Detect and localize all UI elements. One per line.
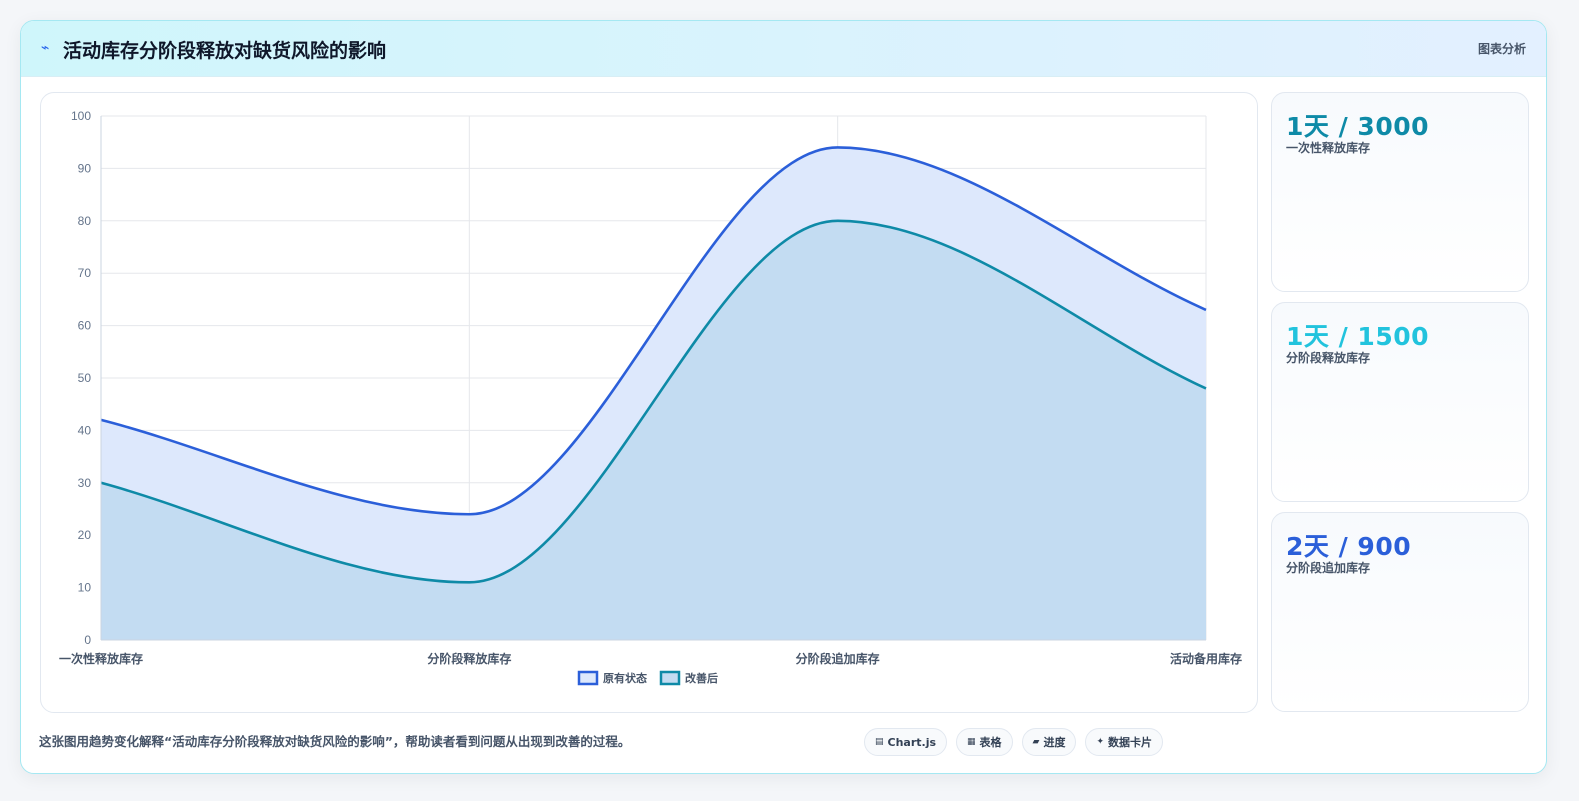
chart-card: ⌁ 活动库存分阶段释放对缺货风险的影响 图表分析 0 10 20 30 40 50 60 70… (20, 20, 1547, 774)
chip-label: 表格 (979, 736, 1002, 749)
chip-label: 进度 (1043, 736, 1066, 749)
card-header: ⌁ 活动库存分阶段释放对缺货风险的影响 图表分析 (21, 21, 1546, 77)
stat-card-1: 1天 / 3000 一次性释放库存 (1271, 92, 1529, 292)
chart-panel: 0 10 20 30 40 50 60 70 80 90 100 一次性释放库存 分阶段释放库存 分阶段追… (40, 92, 1258, 713)
y-tick-label: 40 (78, 423, 92, 437)
y-tick-label: 30 (78, 476, 92, 490)
progress-icon: ▰ (1032, 737, 1040, 747)
chart-caption: 这张图用趋势变化解释“活动库存分阶段释放对缺货风险的影响”，帮助读者看到问题从出… (39, 734, 631, 749)
legend-swatch (577, 670, 599, 686)
stat-label: 分阶段释放库存 (1286, 351, 1371, 365)
y-tick-label: 80 (78, 214, 92, 228)
chip-label: Chart.js (887, 735, 937, 749)
chart-icon: ▤ (875, 737, 884, 747)
y-tick-label: 10 (78, 581, 92, 595)
series-area-2 (101, 220, 1206, 641)
legend-swatch (659, 670, 681, 686)
stat-card-2: 1天 / 1500 分阶段释放库存 (1271, 302, 1529, 502)
legend-label: 改善后 (685, 671, 718, 685)
header-tag: 图表分析 (1477, 42, 1526, 56)
legend-label: 原有状态 (603, 671, 647, 685)
x-tick-label: 一次性释放库存 (59, 651, 143, 666)
stat-card-3: 2天 / 900 分阶段追加库存 (1271, 512, 1529, 712)
chip-chartjs[interactable]: ▤ Chart.js (864, 728, 948, 756)
x-tick-label: 分阶段追加库存 (796, 651, 880, 666)
card-icon: ✦ (1096, 737, 1105, 747)
page-title: 活动库存分阶段释放对缺货风险的影响 (63, 40, 387, 62)
table-icon: ▦ (967, 737, 976, 747)
bolt-icon: ⌁ (41, 39, 50, 55)
chip-table[interactable]: ▦ 表格 (956, 728, 1013, 756)
y-tick-label: 70 (78, 266, 92, 280)
x-tick-label: 分阶段释放库存 (427, 651, 511, 666)
stat-label: 分阶段追加库存 (1286, 561, 1371, 575)
y-tick-label: 60 (78, 319, 92, 333)
chip-data-card[interactable]: ✦ 数据卡片 (1085, 728, 1164, 756)
y-tick-label: 50 (78, 371, 92, 385)
chip-progress[interactable]: ▰ 进度 (1021, 728, 1077, 756)
stat-value: 1天 / 3000 (1286, 112, 1430, 141)
y-tick-label: 90 (78, 161, 92, 175)
area-chart: 0 10 20 30 40 50 60 70 80 90 100 一次性释放库存 分阶段释放库存 分阶段追… (59, 109, 1242, 686)
stat-value: 1天 / 1500 (1286, 322, 1430, 351)
stat-value: 2天 / 900 (1286, 532, 1412, 561)
chip-list: ▤ Chart.js ▦ 表格 ▰ 进度 ✦ 数据卡片 (864, 728, 1164, 756)
chip-label: 数据卡片 (1108, 736, 1153, 749)
x-tick-label: 活动备用库存 (1170, 651, 1242, 666)
series-line-1 (100, 146, 1207, 516)
y-tick-label: 100 (71, 109, 91, 123)
series-line-2 (100, 219, 1207, 584)
stat-label: 一次性释放库存 (1286, 141, 1371, 155)
y-tick-label: 0 (84, 633, 91, 647)
y-tick-label: 20 (78, 528, 92, 542)
